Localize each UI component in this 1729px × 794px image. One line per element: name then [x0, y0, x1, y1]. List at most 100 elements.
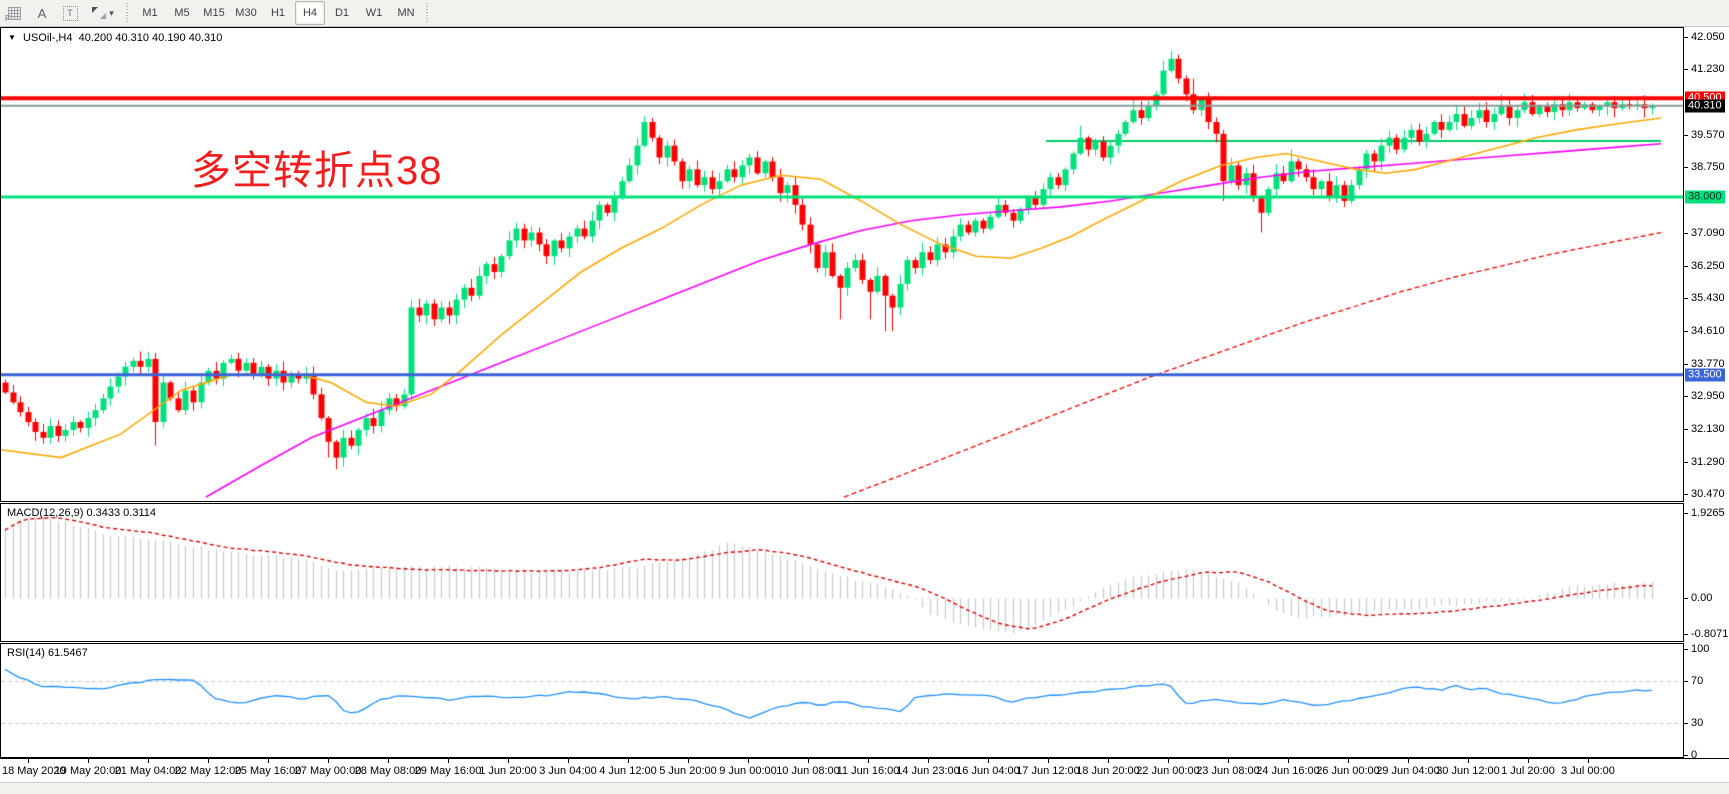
- dropdown-caret-icon[interactable]: ▾: [109, 7, 114, 18]
- time-tick-mark: [448, 759, 449, 763]
- time-label: 30 Jun 12:00: [1436, 765, 1500, 777]
- chart-text-annotation[interactable]: 多空转折点38: [191, 149, 443, 193]
- time-label: 14 Jun 23:00: [896, 765, 960, 777]
- macd-tick-label: -0.8071: [1691, 628, 1729, 641]
- price-tick-label: 33.770: [1691, 357, 1725, 370]
- toolbar-grip: [425, 3, 431, 23]
- price-tick-label: 36.250: [1691, 260, 1725, 273]
- time-label: 1 Jul 20:00: [1501, 765, 1555, 777]
- axis-tick-mark: [1684, 723, 1688, 724]
- axis-tick-mark: [1684, 396, 1688, 397]
- time-tick-mark: [268, 759, 269, 763]
- axis-tick-mark: [1684, 266, 1688, 267]
- time-tick-mark: [928, 759, 929, 763]
- axis-tick-mark: [1684, 513, 1688, 514]
- rsi-tick-label: 100: [1691, 642, 1710, 655]
- time-tick-mark: [1288, 759, 1289, 763]
- timeframe-button-mn[interactable]: MN: [397, 7, 415, 19]
- time-tick-mark: [148, 759, 149, 763]
- rsi-label: RSI(14) 61.5467: [7, 647, 88, 659]
- macd-canvas[interactable]: [1, 504, 1683, 641]
- time-tick-mark: [808, 759, 809, 763]
- symbol-period-label: USOil-,H4: [22, 32, 73, 44]
- chart-title: ▼ USOil-,H4 40.200 40.310 40.190 40.310: [8, 32, 222, 44]
- axis-tick-mark: [1684, 429, 1688, 430]
- toolbar: F A T ▾ M1 M5 M15 M30 H1 H4 D1 W1 MN: [0, 0, 1729, 27]
- time-tick-mark: [208, 759, 209, 763]
- macd-tick-label: 0.00: [1691, 592, 1713, 605]
- status-bar: [0, 782, 1729, 794]
- boxed-t-icon: T: [62, 5, 78, 21]
- axis-tick-mark: [1684, 598, 1688, 599]
- time-axis[interactable]: 18 May 2020 19 May 20:00 21 May 04:00 22 Ma…: [0, 758, 1729, 782]
- price-tick-label: 35.430: [1691, 292, 1725, 305]
- price-badge-40.310: 40.310: [1685, 99, 1725, 113]
- rsi-canvas[interactable]: [1, 644, 1683, 757]
- time-tick-mark: [988, 759, 989, 763]
- time-label: 9 Jun 00:00: [719, 765, 777, 777]
- chart-menu-triangle-icon[interactable]: ▼: [8, 33, 16, 42]
- time-label: 27 May 00:00: [294, 765, 362, 777]
- time-label: 25 May 16:00: [234, 765, 302, 777]
- price-tick-label: 34.610: [1691, 324, 1725, 337]
- time-tick-mark: [568, 759, 569, 763]
- timeframe-button-h1[interactable]: H1: [270, 7, 286, 19]
- grip-f-tool-button[interactable]: F: [1, 1, 27, 25]
- candlestick-chart-canvas[interactable]: [1, 28, 1683, 501]
- axis-tick-mark: [1684, 681, 1688, 682]
- timeframe-toolbar: M1 M5 M15 M30 H1 H4 D1 W1 MN: [134, 1, 422, 25]
- time-label: 29 Jun 04:00: [1376, 765, 1440, 777]
- price-tick-label: 37.090: [1691, 226, 1725, 239]
- timeframe-button-h4[interactable]: H4: [295, 1, 325, 25]
- macd-label: MACD(12,26,9) 0.3433 0.3114: [7, 507, 156, 519]
- time-label: 18 May 2020: [2, 765, 66, 777]
- time-label: 24 Jun 16:00: [1256, 765, 1320, 777]
- axis-tick-mark: [1684, 135, 1688, 136]
- rsi-tick-label: 0: [1691, 748, 1698, 761]
- macd-panel: MACD(12,26,9) 0.3433 0.3114: [0, 503, 1684, 642]
- time-label: 22 May 12:00: [174, 765, 242, 777]
- time-tick-mark: [748, 759, 749, 763]
- time-tick-mark: [628, 759, 629, 763]
- price-tick-label: 39.570: [1691, 128, 1725, 141]
- time-label: 21 May 04:00: [114, 765, 182, 777]
- time-tick-mark: [1168, 759, 1169, 763]
- price-badge-38.000: 38.000: [1685, 190, 1725, 204]
- timeframe-button-d1[interactable]: D1: [334, 7, 350, 19]
- time-label: 4 Jun 12:00: [599, 765, 657, 777]
- time-label: 19 May 20:00: [54, 765, 122, 777]
- axis-tick-mark: [1684, 494, 1688, 495]
- time-tick-mark: [28, 759, 29, 763]
- timeframe-button-w1[interactable]: W1: [365, 7, 383, 19]
- time-tick-mark: [88, 759, 89, 763]
- rsi-tick-label: 30: [1691, 717, 1704, 730]
- time-tick-mark: [508, 759, 509, 763]
- axis-tick-mark: [1684, 634, 1688, 635]
- macd-tick-label: 1.9265: [1691, 507, 1725, 520]
- time-tick-mark: [868, 759, 869, 763]
- axis-tick-mark: [1684, 331, 1688, 332]
- time-tick-mark: [1348, 759, 1349, 763]
- price-axis[interactable]: 42.050 41.230 39.570 38.750 37.090 36.250 35.4…: [1684, 27, 1729, 761]
- timeframe-button-m5[interactable]: M5: [174, 7, 190, 19]
- axis-tick-mark: [1684, 167, 1688, 168]
- arrows-tool-button[interactable]: ▾: [85, 1, 121, 25]
- timeframe-button-m15[interactable]: M15: [203, 7, 225, 19]
- text-annotation-tool-button[interactable]: A: [29, 1, 55, 25]
- time-label: 26 Jun 00:00: [1316, 765, 1380, 777]
- timeframe-button-m1[interactable]: M1: [142, 7, 158, 19]
- time-tick-mark: [1108, 759, 1109, 763]
- time-label: 1 Jun 20:00: [479, 765, 537, 777]
- time-label: 11 Jun 16:00: [836, 765, 900, 777]
- rsi-tick-label: 70: [1691, 674, 1704, 687]
- price-tick-label: 31.290: [1691, 455, 1725, 468]
- time-label: 16 Jun 04:00: [956, 765, 1020, 777]
- main-chart-panel: ▼ USOil-,H4 40.200 40.310 40.190 40.310 …: [0, 27, 1684, 502]
- price-tick-label: 38.750: [1691, 161, 1725, 174]
- time-tick-mark: [688, 759, 689, 763]
- price-tick-label: 41.230: [1691, 63, 1725, 76]
- time-tick-mark: [1228, 759, 1229, 763]
- timeframe-button-m30[interactable]: M30: [235, 7, 257, 19]
- text-label-tool-button[interactable]: T: [57, 1, 83, 25]
